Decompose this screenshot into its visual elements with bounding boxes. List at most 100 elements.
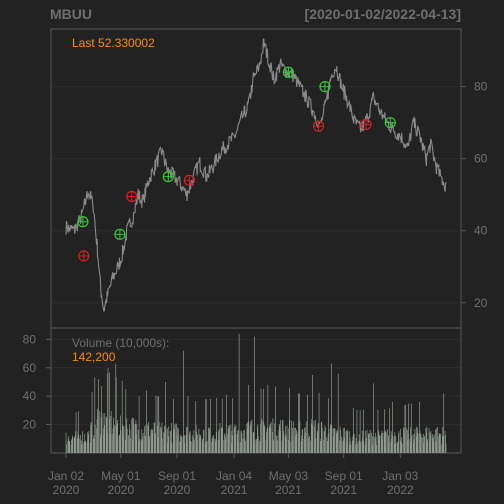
volume-bar (430, 430, 432, 453)
volume-bar (426, 426, 428, 453)
x-tick-label-year: 2020 (107, 483, 134, 497)
volume-bar (209, 428, 210, 453)
volume-bar (163, 433, 165, 453)
volume-bar (189, 430, 191, 453)
volume-bar (403, 428, 405, 453)
volume-bar (342, 427, 344, 453)
volume-bar (150, 429, 152, 453)
volume-bar (190, 441, 192, 453)
volume-bar (289, 419, 291, 453)
volume-bar (438, 436, 440, 453)
volume-bar (152, 429, 154, 453)
buy-signal-marker (114, 228, 126, 240)
volume-bar (199, 437, 200, 453)
volume-bar (74, 435, 76, 453)
volume-bar (89, 443, 91, 453)
volume-bar (65, 432, 67, 453)
volume-bar (357, 443, 358, 453)
price-y-tick-label: 40 (474, 224, 488, 238)
volume-bar (372, 436, 373, 453)
volume-bar (180, 441, 181, 453)
volume-bar (75, 412, 77, 453)
volume-bar (83, 443, 85, 453)
x-tick-label-year: 2020 (164, 483, 191, 497)
sell-signal-marker (126, 190, 138, 203)
volume-bar (371, 432, 372, 453)
volume-bar (235, 425, 237, 453)
volume-bar (348, 444, 350, 453)
volume-bar (369, 439, 371, 453)
volume-bar (340, 429, 341, 453)
volume-bar (283, 430, 284, 453)
volume-bar (118, 436, 120, 453)
volume-bar (144, 436, 146, 453)
volume-bar (125, 425, 127, 453)
volume-bar (329, 428, 331, 453)
volume-bar (350, 444, 352, 453)
volume-bar (277, 440, 278, 453)
volume-bar (396, 442, 398, 453)
volume-bar (172, 399, 174, 453)
volume-bar (240, 442, 241, 453)
volume-bar (368, 433, 370, 453)
buy-signal-marker (384, 117, 396, 129)
volume-bar (166, 427, 168, 453)
x-tick-label-date: May 01 (101, 469, 141, 483)
volume-bar (103, 428, 105, 453)
volume-bar (170, 442, 171, 453)
volume-bar (112, 428, 114, 453)
volume-bar (148, 438, 150, 453)
volume-bar (218, 429, 220, 453)
x-tick-label-date: Jan 04 (216, 469, 252, 483)
volume-bar (163, 432, 165, 453)
volume-bar (131, 440, 133, 453)
volume-bar (94, 424, 96, 453)
volume-bar (257, 436, 259, 453)
buy-signal-marker (282, 66, 295, 78)
volume-bar (71, 439, 72, 453)
volume-bar (266, 428, 268, 453)
volume-bar (245, 441, 246, 453)
volume-bar (91, 424, 92, 453)
volume-bar (74, 438, 76, 453)
buy-signal-marker (162, 171, 174, 183)
volume-bar (120, 415, 121, 453)
volume-bar (293, 421, 294, 453)
volume-bar (385, 432, 387, 453)
volume-bar (142, 433, 144, 453)
volume-bar (439, 435, 441, 453)
volume-bar (361, 441, 363, 453)
volume-bar (234, 426, 235, 453)
volume-bar (298, 393, 299, 453)
volume-bar (302, 439, 304, 453)
volume-bar (260, 423, 261, 453)
volume-bar (105, 416, 107, 453)
volume-bar (283, 433, 285, 453)
volume-bar (204, 442, 206, 453)
volume-bar (336, 433, 337, 453)
volume-bar (365, 437, 367, 453)
volume-bar (160, 426, 161, 453)
volume-bar (199, 434, 201, 453)
volume-bar (132, 417, 134, 453)
volume-bar (148, 422, 150, 453)
volume-bar (202, 438, 204, 453)
volume-bar (99, 437, 101, 453)
volume-bar (414, 433, 415, 453)
volume-bar (90, 425, 92, 453)
volume-bar (355, 437, 357, 453)
volume-bar (405, 404, 406, 453)
volume-bar (316, 430, 318, 453)
volume-bar (276, 440, 277, 453)
volume-bar (387, 429, 388, 453)
volume-bar (234, 424, 236, 453)
volume-bar (365, 431, 366, 453)
volume-bar (235, 433, 236, 453)
volume-bar (225, 439, 227, 453)
volume-bar (107, 367, 109, 453)
volume-bar (160, 430, 162, 453)
volume-bar (193, 438, 194, 453)
volume-bar (178, 428, 179, 453)
volume-bar (77, 431, 79, 453)
volume-bar (353, 434, 355, 453)
